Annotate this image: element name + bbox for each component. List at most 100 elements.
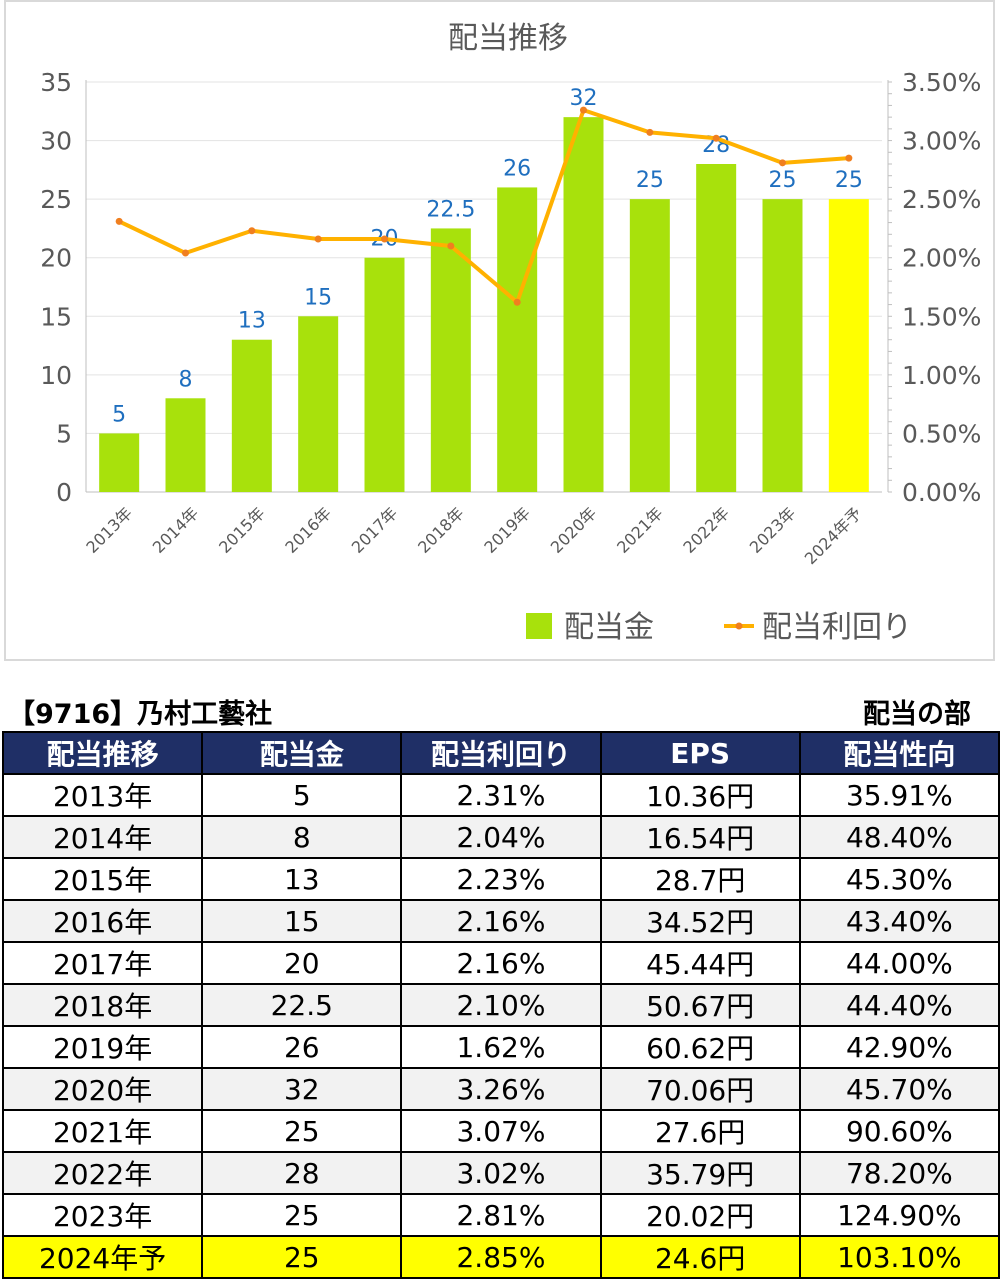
yield-point (447, 242, 455, 250)
table-header-row: 配当推移 配当金 配当利回り EPS 配当性向 (1, 731, 1001, 775)
bar (497, 187, 538, 492)
bar-data-label: 26 (503, 156, 531, 181)
y2-tick-label: 1.00% (902, 361, 981, 390)
y-tick-label: 20 (40, 244, 72, 273)
cell-year: 2017年 (1, 941, 204, 985)
cell-year: 2022年 (1, 1151, 204, 1195)
bar-data-label: 15 (304, 285, 332, 310)
cell-dividend: 26 (201, 1025, 403, 1069)
cell-eps: 27.6円 (599, 1109, 801, 1153)
cell-payout: 90.60% (798, 1109, 1001, 1153)
cell-yield: 1.62% (400, 1025, 602, 1069)
yield-line (118, 108, 849, 305)
cell-payout: 42.90% (798, 1025, 1001, 1069)
cell-yield: 2.16% (400, 941, 602, 985)
bar-data-label: 5 (112, 402, 126, 427)
bar-data-label: 25 (769, 168, 797, 193)
cell-yield: 2.10% (400, 983, 602, 1027)
cell-year: 2018年 (1, 983, 204, 1027)
y2-tick-label: 3.00% (902, 127, 981, 156)
cell-payout: 45.30% (798, 857, 1001, 901)
cell-yield: 2.23% (400, 857, 602, 901)
bar (696, 164, 737, 492)
y-tick-label: 25 (40, 185, 72, 214)
y-tick-label: 10 (40, 361, 72, 390)
cell-payout: 44.00% (798, 941, 1001, 985)
cell-year: 2015年 (1, 857, 204, 901)
y2-tick-label: 0.50% (902, 419, 981, 448)
table-row: 2022年 28 3.02% 35.79円 78.20% (1, 1151, 1001, 1195)
bar (762, 199, 803, 492)
dividend-chart: 配当推移 0 5 10 15 20 25 30 35 0.00% 0.50% 1.00% 1.50% 2.… (40, 21, 981, 645)
yield-point (513, 298, 521, 306)
bar (828, 199, 869, 492)
y-tick-label: 0 (56, 478, 72, 507)
x-tick-label: 2014年 (149, 503, 203, 557)
cell-year: 2020年 (1, 1067, 204, 1111)
chart-title: 配当推移 (448, 21, 568, 56)
yield-point (779, 159, 786, 167)
bar (165, 398, 206, 492)
table-row: 2014年 8 2.04% 16.54円 48.40% (1, 815, 1001, 859)
table-row: 2019年 26 1.62% 60.62円 42.90% (1, 1025, 1001, 1069)
yield-point (712, 134, 720, 142)
cell-eps: 34.52円 (599, 899, 801, 943)
cell-dividend: 25 (201, 1109, 403, 1153)
legend-line-marker (735, 622, 743, 630)
cell-payout: 78.20% (798, 1151, 1001, 1195)
x-tick-label: 2019年 (480, 503, 534, 557)
cell-dividend: 15 (201, 899, 403, 943)
y2-tick-label: 3.50% (902, 68, 981, 97)
bar-data-label: 22.5 (426, 197, 475, 222)
cell-year: 2013年 (1, 773, 204, 817)
table-row: 2020年 32 3.26% 70.06円 45.70% (1, 1067, 1001, 1111)
cell-dividend: 32 (201, 1067, 403, 1111)
legend-bar-label: 配当金 (564, 610, 654, 645)
cell-eps: 20.02円 (599, 1193, 801, 1237)
yield-point (115, 217, 123, 225)
cell-yield: 3.26% (400, 1067, 602, 1111)
cell-payout: 35.91% (798, 773, 1001, 817)
bar-data-label: 25 (636, 168, 664, 193)
yield-point (646, 128, 654, 136)
cell-eps: 28.7円 (599, 857, 801, 901)
cell-year: 2016年 (1, 899, 204, 943)
yield-point (314, 235, 322, 243)
cell-payout: 45.70% (798, 1067, 1001, 1111)
yield-point (580, 106, 587, 114)
cell-year: 2024年予 (1, 1235, 204, 1279)
bar (298, 316, 339, 492)
y2-tick-label: 0.00% (902, 478, 981, 507)
y2-tick-label: 1.50% (902, 302, 981, 331)
bar (430, 228, 471, 492)
yield-point (248, 227, 256, 235)
bar (231, 339, 272, 492)
bar (563, 117, 604, 493)
y-tick-label: 35 (40, 68, 72, 97)
section-title: 配当の部 (863, 699, 971, 730)
dividend-table: 配当推移 配当金 配当利回り EPS 配当性向 2013年 5 2.31% 10.36… (1, 731, 1001, 1279)
table-row: 2024年予 25 2.85% 24.6円 103.10% (1, 1235, 1001, 1279)
yield-point (381, 235, 388, 243)
bar (629, 199, 670, 492)
bar-data-label: 13 (238, 309, 266, 334)
table-row: 2021年 25 3.07% 27.6円 90.60% (1, 1109, 1001, 1153)
y-tick-label: 15 (40, 302, 72, 331)
cell-eps: 45.44円 (599, 941, 801, 985)
legend-line-label: 配当利回り (762, 610, 912, 645)
y-tick-label: 30 (40, 127, 72, 156)
cell-payout: 124.90% (798, 1193, 1001, 1237)
header-dividend: 配当金 (201, 731, 403, 775)
cell-eps: 16.54円 (599, 815, 801, 859)
x-tick-label: 2021年 (613, 503, 667, 557)
x-tick-label: 2020年 (547, 503, 601, 557)
bar (99, 433, 140, 492)
cell-dividend: 28 (201, 1151, 403, 1195)
bar-data-label: 25 (835, 168, 863, 193)
chart-panel: 配当推移 0 5 10 15 20 25 30 35 0.00% 0.50% 1.00% 1.50% 2.… (4, 0, 995, 661)
cell-eps: 10.36円 (599, 773, 801, 817)
table-row: 2023年 25 2.81% 20.02円 124.90% (1, 1193, 1001, 1237)
cell-yield: 3.07% (400, 1109, 602, 1153)
header-yield: 配当利回り (400, 731, 602, 775)
header-eps: EPS (599, 731, 801, 775)
